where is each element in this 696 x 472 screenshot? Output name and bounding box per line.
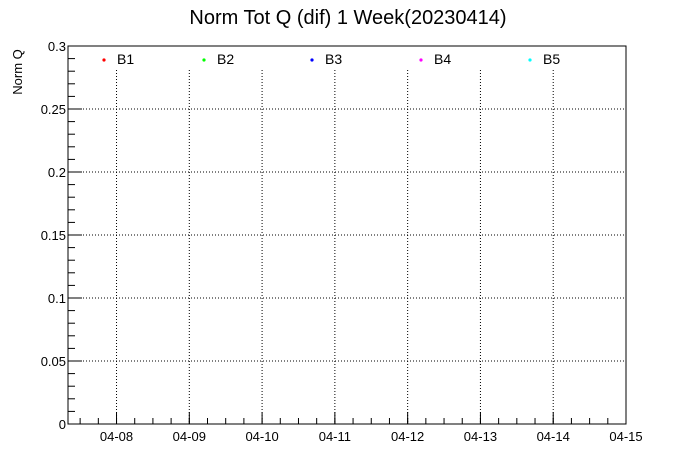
y-tick-label: 0.05 — [41, 354, 66, 369]
x-tick-label: 04-13 — [464, 429, 497, 444]
legend-label: B2 — [217, 51, 234, 67]
x-axis: 04-08 04-09 04-10 04-11 04-12 04-13 04-14 04-15 — [79, 412, 643, 444]
legend-label: B1 — [117, 51, 134, 67]
x-tick-label: 04-15 — [609, 429, 642, 444]
x-tick-label: 04-11 — [319, 429, 351, 444]
legend-marker — [419, 58, 423, 62]
legend-marker — [102, 58, 106, 62]
x-tick-label: 04-14 — [537, 429, 570, 444]
legend-label: B4 — [434, 51, 451, 67]
legend-marker — [528, 58, 532, 62]
legend: B1 B2 B3 B4 B5 — [102, 51, 560, 67]
x-tick-label: 04-08 — [100, 429, 133, 444]
y-tick-label: 0.3 — [48, 39, 66, 54]
y-axis-label: Norm Q — [10, 49, 25, 95]
legend-marker — [310, 58, 314, 62]
legend-label: B3 — [325, 51, 342, 67]
y-tick-label: 0 — [59, 417, 66, 432]
legend-label: B5 — [543, 51, 560, 67]
x-tick-label: 04-09 — [173, 429, 206, 444]
y-tick-label: 0.1 — [48, 291, 66, 306]
legend-marker — [202, 58, 206, 62]
y-tick-label: 0.25 — [41, 102, 66, 117]
y-tick-label: 0.15 — [41, 228, 66, 243]
chart-title: Norm Tot Q (dif) 1 Week(20230414) — [189, 7, 506, 29]
y-axis: 0 0.05 0.1 0.15 0.2 0.25 0.3 — [41, 39, 82, 432]
x-tick-label: 04-12 — [391, 429, 424, 444]
gridlines — [68, 45, 627, 424]
x-tick-label: 04-10 — [245, 429, 278, 444]
y-tick-label: 0.2 — [48, 165, 66, 180]
